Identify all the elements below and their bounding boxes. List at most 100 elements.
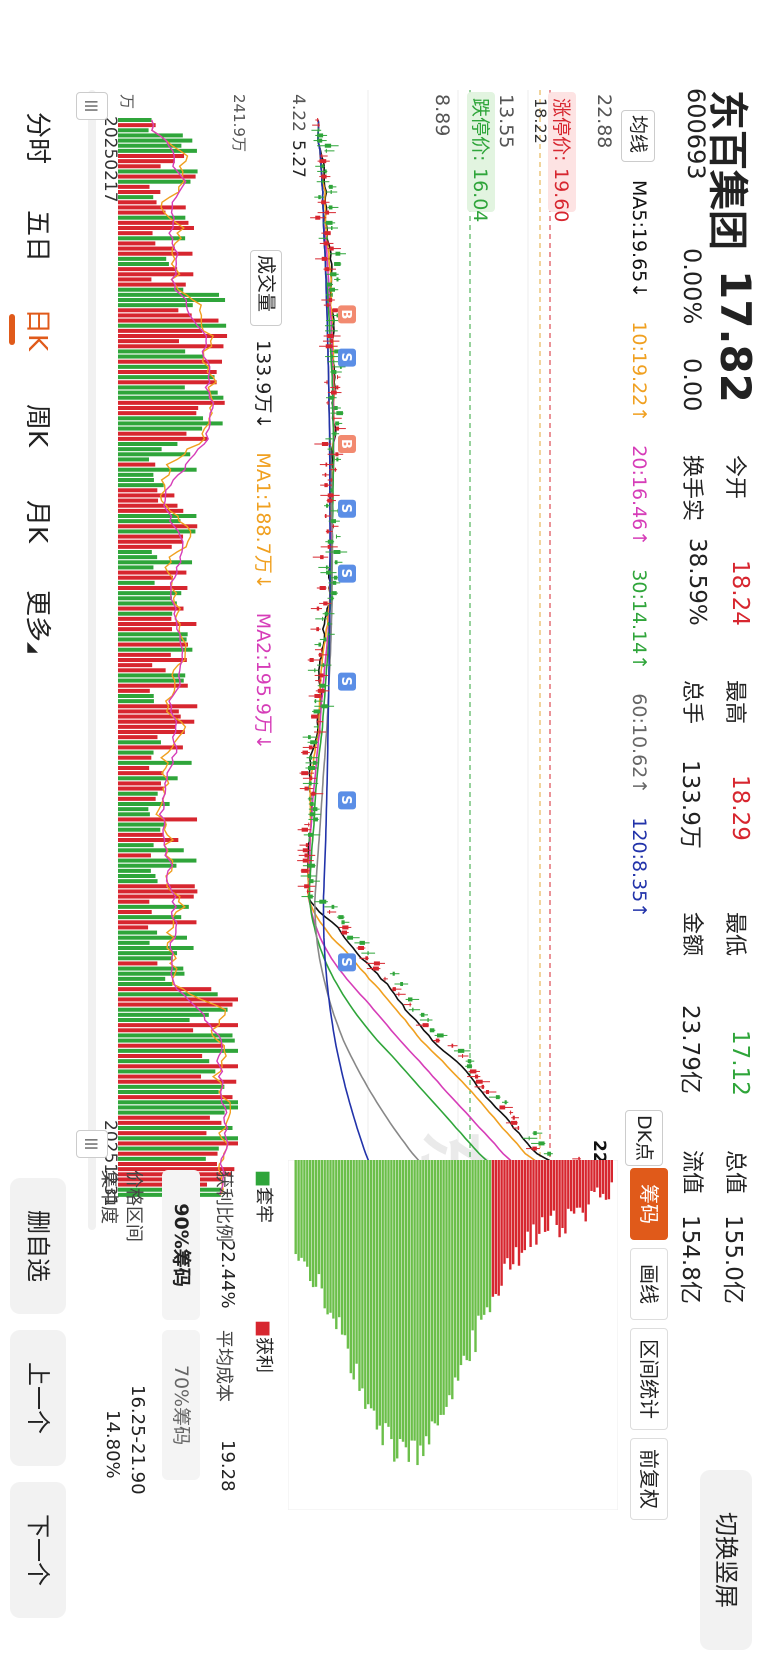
volume-bar [118, 514, 197, 518]
volume-bar [118, 164, 161, 169]
tab-more[interactable]: 更多◢ [21, 590, 58, 653]
dk-point-button[interactable]: DK点 [625, 1110, 663, 1166]
candle-body [323, 637, 327, 642]
candle-body [311, 791, 316, 796]
ma30-value: 30:14.14↑ [628, 569, 650, 671]
candle-body [308, 796, 310, 801]
legend-profit: ■获利 [253, 1320, 274, 1374]
volume-ma-line [150, 119, 231, 1196]
chip-bar [306, 1160, 309, 1267]
tab-weekly-k[interactable]: 周K [22, 404, 52, 448]
volume-bar [118, 678, 184, 683]
volume-bar [118, 200, 157, 205]
chip-bar [526, 1160, 529, 1232]
candle-body [318, 195, 321, 200]
candle-body [307, 735, 311, 740]
chip70-button[interactable]: 70%筹码 [162, 1330, 200, 1480]
volume-chart[interactable]: 241.9万 万 [118, 90, 248, 1230]
candle-body [308, 874, 312, 878]
tab-chips[interactable]: 筹码 [630, 1168, 668, 1240]
tab-daily-k[interactable]: 日K [21, 308, 58, 351]
next-button[interactable]: 下一个 [10, 1482, 66, 1618]
chip-bar [451, 1160, 454, 1400]
volume-bar [118, 190, 161, 194]
tab-range-stats[interactable]: 区间统计 [630, 1328, 668, 1430]
candle-body [308, 894, 313, 899]
chip-bar [500, 1160, 503, 1286]
volume-bar [118, 966, 184, 971]
volume-bar [118, 976, 166, 981]
candle-body [327, 544, 331, 549]
previous-button[interactable]: 上一个 [10, 1330, 66, 1466]
volume-bar [118, 231, 153, 236]
candle-body [317, 118, 319, 122]
profit-ratio-label: 获利比例 [213, 1170, 234, 1242]
volume-bar [118, 760, 192, 765]
candle-body [330, 390, 337, 395]
candle-body [341, 920, 345, 925]
ma-selector[interactable]: 均线 [621, 110, 655, 162]
legend-trapped-label: 套牢 [253, 1187, 274, 1224]
volume-bar [118, 1100, 238, 1105]
range-track[interactable] [88, 90, 96, 1230]
switch-portrait-button[interactable]: 切换竖屏 [700, 1470, 752, 1650]
volume-bar [118, 596, 172, 601]
change-pct: 0.00% [678, 248, 706, 325]
chip90-button[interactable]: 90%筹码 [162, 1170, 200, 1320]
volume-bar [118, 395, 224, 400]
volume-bar [118, 843, 154, 848]
volume-bar [118, 807, 149, 812]
candle-body [462, 1054, 464, 1058]
chip-bar [552, 1160, 555, 1211]
volume-bar [118, 442, 178, 446]
volume-bar [118, 827, 161, 832]
volume-bar [118, 832, 163, 837]
candle-body [326, 236, 328, 241]
volume-bar [118, 210, 166, 215]
chip-bar [480, 1160, 483, 1320]
chip-bar [326, 1160, 329, 1315]
candle-body [510, 1120, 518, 1125]
candle-body [328, 205, 333, 210]
tab-intraday[interactable]: 分时 [22, 112, 52, 165]
chip-bar [555, 1160, 558, 1225]
volume-bar [118, 550, 152, 554]
candle-body [305, 843, 308, 848]
volume-bar [118, 575, 173, 580]
stock-name: 东百集团 [704, 90, 750, 250]
candle-body [308, 822, 310, 827]
volume-bar [118, 118, 152, 122]
volume-bar [118, 1141, 238, 1146]
trade-marker-label: S [338, 569, 353, 578]
limit-down-value: 16.04 [469, 168, 491, 222]
candle-body [308, 781, 312, 786]
chip-bar [355, 1160, 358, 1364]
remove-watchlist-button[interactable]: 删自选 [10, 1178, 66, 1314]
chip-bar [570, 1160, 573, 1212]
candle-body [392, 971, 395, 976]
candle-body [329, 287, 336, 292]
tab-draw-line[interactable]: 画线 [630, 1248, 668, 1320]
trade-marker-label: S [338, 677, 353, 686]
volume-bar [118, 313, 192, 318]
chip-bar [335, 1160, 338, 1330]
volume-bar [118, 812, 150, 817]
candle-body [325, 210, 330, 215]
volume-selector[interactable]: 成交量 [250, 250, 282, 326]
chip-bar [416, 1160, 419, 1466]
open-label: 今开 [722, 455, 747, 500]
candle-body [451, 1043, 454, 1048]
range-end-handle[interactable]: ||| [76, 1130, 108, 1158]
volume-selector-label: 成交量 [255, 255, 277, 313]
range-start-handle[interactable]: ||| [76, 92, 108, 120]
tab-five-day[interactable]: 五日 [22, 210, 52, 263]
candle-body [335, 251, 341, 256]
tab-forward-adjust[interactable]: 前复权 [630, 1438, 668, 1520]
candle-body [325, 344, 333, 349]
tab-monthly-k[interactable]: 月K [22, 500, 52, 544]
volume-bar [118, 730, 185, 734]
candle-body [336, 385, 339, 390]
volume-bar [118, 375, 215, 380]
